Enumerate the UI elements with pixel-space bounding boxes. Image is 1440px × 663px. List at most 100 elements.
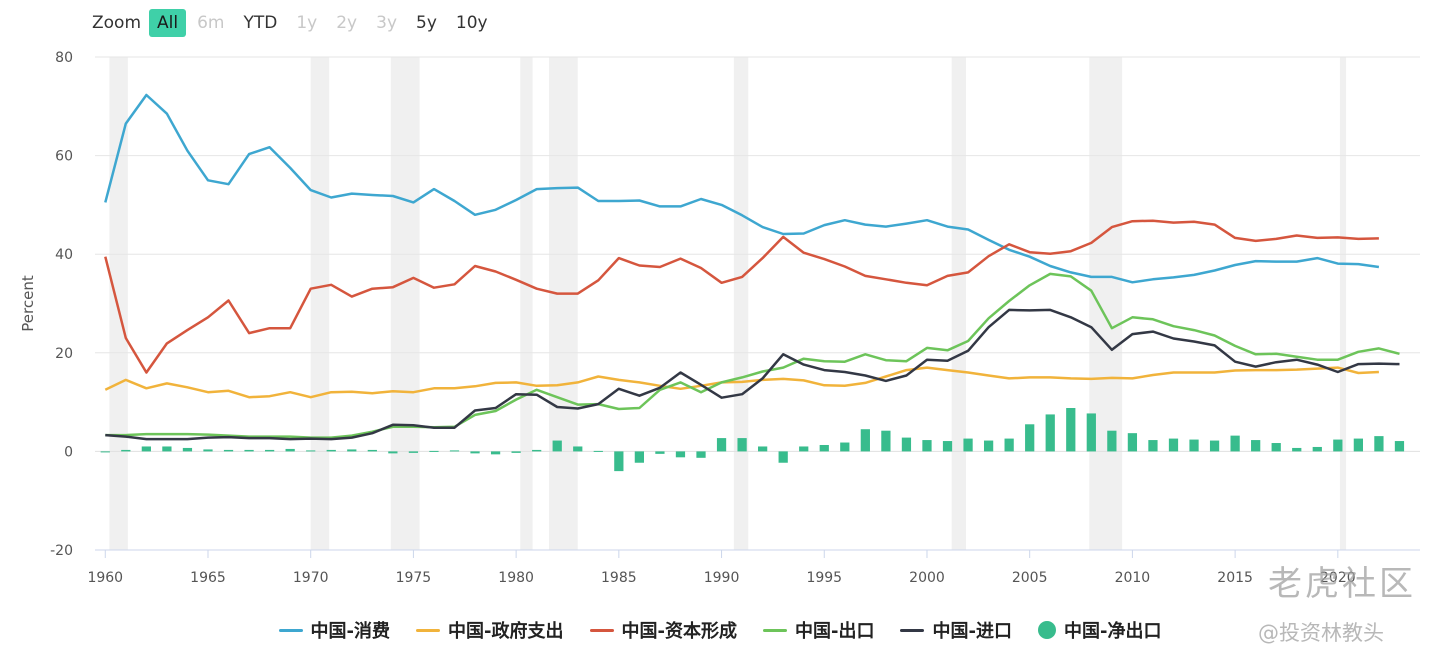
net-export-bar	[182, 447, 193, 452]
net-export-bar	[490, 451, 501, 455]
legend-line-icon	[900, 628, 925, 632]
net-export-bar	[388, 451, 398, 454]
net-export-bar	[860, 429, 870, 452]
net-export-bar	[840, 442, 850, 452]
net-export-bar	[1312, 446, 1322, 452]
range-selector: Zoom All 6m YTD 1y 2y 3y 5y 10y	[92, 8, 499, 38]
net-export-bar	[162, 446, 172, 452]
net-export-bar	[593, 450, 603, 452]
net-export-bar	[1292, 447, 1302, 452]
x-tick-label: 2015	[1217, 570, 1253, 586]
legend-label: 中国-资本形成	[621, 621, 737, 642]
series-line	[104, 219, 1379, 374]
series-line	[105, 272, 1400, 439]
x-tick-label: 1980	[498, 570, 534, 586]
net-export-bar	[1251, 440, 1261, 452]
y-tick-label: 60	[55, 149, 73, 165]
legend-item[interactable]: 中国-净出口	[1037, 617, 1162, 643]
net-export-bar	[1353, 438, 1363, 452]
shaded-period	[548, 57, 578, 550]
y-axis-title: Percent	[19, 275, 37, 332]
net-export-bar	[696, 451, 706, 458]
zoom-label: Zoom	[92, 13, 142, 33]
net-export-bar	[1127, 433, 1138, 452]
net-export-bar	[1230, 435, 1240, 452]
net-export-bar	[1066, 408, 1076, 452]
shaded-period	[520, 57, 533, 550]
legend-item[interactable]: 中国-政府支出	[416, 617, 564, 643]
net-export-bar	[1168, 438, 1179, 452]
net-export-bar	[408, 451, 419, 453]
legend-item[interactable]: 中国-消费	[278, 617, 391, 643]
net-export-bar	[244, 449, 254, 452]
shaded-period	[310, 57, 330, 550]
net-export-bar	[942, 441, 953, 452]
x-tick-label: 2000	[909, 570, 945, 586]
zoom-button-all[interactable]: All	[149, 9, 187, 37]
legend-item[interactable]: 中国-资本形成	[589, 617, 737, 643]
net-export-bar	[203, 449, 213, 452]
y-tick-label: 20	[55, 346, 73, 362]
net-export-bar	[1374, 436, 1384, 452]
legend-label: 中国-净出口	[1063, 621, 1162, 642]
net-export-bar	[758, 446, 768, 452]
net-export-bar	[1086, 413, 1096, 452]
net-export-bar	[634, 451, 645, 463]
net-export-bar	[963, 438, 973, 452]
net-export-bar	[675, 451, 686, 458]
net-export-bar	[326, 449, 336, 452]
x-tick-label: 2010	[1115, 570, 1151, 586]
net-export-bar	[819, 444, 829, 452]
net-export-bar	[367, 449, 377, 452]
shaded-period	[390, 57, 420, 550]
net-export-bar	[901, 437, 912, 452]
net-export-bar	[264, 449, 275, 452]
net-export-bar	[306, 450, 316, 452]
shaded-period	[1339, 57, 1347, 550]
net-export-bar	[121, 449, 131, 452]
net-export-bar	[429, 450, 439, 452]
net-export-bar	[1148, 440, 1158, 452]
net-export-bar	[1025, 424, 1035, 452]
x-tick-label: 1970	[293, 570, 329, 586]
zoom-button-2y: 2y	[336, 13, 358, 33]
zoom-button-3y: 3y	[376, 13, 398, 33]
shaded-period	[951, 57, 967, 550]
x-tick-label: 1960	[87, 570, 123, 586]
net-export-bar	[552, 440, 562, 452]
net-export-bar	[449, 450, 460, 452]
x-tick-label: 1965	[190, 570, 226, 586]
legend-line-icon	[416, 628, 441, 632]
net-export-bar	[511, 451, 521, 453]
x-tick-label: 1990	[704, 570, 740, 586]
zoom-button-ytd[interactable]: YTD	[243, 13, 278, 33]
net-export-bar	[470, 451, 480, 454]
net-export-bar	[1271, 443, 1281, 452]
zoom-button-6m: 6m	[197, 13, 225, 33]
legend-item[interactable]: 中国-出口	[763, 617, 874, 643]
series-line	[104, 93, 1380, 284]
legend-item[interactable]: 中国-进口	[900, 617, 1012, 643]
net-export-bar	[347, 449, 357, 452]
zoom-button-5y[interactable]: 5y	[416, 13, 437, 33]
legend-line-icon	[763, 628, 787, 632]
net-export-bar	[1333, 439, 1343, 452]
zoom-button-1y: 1y	[296, 13, 318, 33]
x-tick-label: 1985	[601, 570, 637, 586]
y-tick-label: 80	[55, 50, 73, 66]
net-export-bar	[573, 446, 583, 452]
net-export-bar	[1045, 414, 1055, 452]
x-tick-label: 2005	[1012, 570, 1048, 586]
legend-line-icon	[589, 628, 614, 632]
watermark-handle: @投资林教头	[1258, 621, 1384, 645]
net-export-bar	[716, 438, 727, 452]
legend-line-icon	[278, 628, 303, 632]
chart-area: -20 0 20 40 60 80 1960 1965 1970 1975 1980 1985 1990…	[19, 50, 1420, 586]
shaded-period	[733, 57, 749, 550]
legend-label: 中国-政府支出	[448, 621, 564, 642]
net-export-bar	[983, 440, 994, 452]
y-tick-label: 40	[55, 247, 73, 263]
legend-label: 中国-进口	[932, 621, 1012, 642]
legend-label: 中国-消费	[310, 621, 391, 642]
zoom-button-10y[interactable]: 10y	[455, 13, 488, 33]
